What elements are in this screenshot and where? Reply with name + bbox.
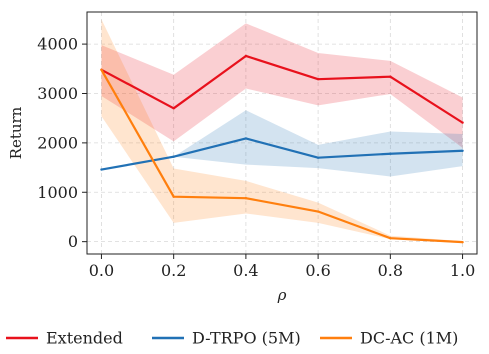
band-extended	[101, 23, 463, 148]
line-extended	[100, 54, 464, 124]
point-d-trpo-5m	[461, 149, 464, 152]
y-axis-label: Return	[7, 106, 25, 159]
point-dc-ac-1m	[244, 196, 248, 200]
point-extended	[316, 77, 320, 81]
legend: Extended D-TRPO (5M) DC-AC (1M)	[6, 329, 458, 348]
confidence-bands	[101, 19, 463, 244]
x-axis-ticks: 0.0 0.2 0.4 0.6 0.8 1.0	[89, 254, 475, 280]
legend-label-extended: Extended	[46, 329, 123, 348]
y-tick-label: 0	[68, 232, 78, 251]
y-tick-label: 3000	[37, 84, 78, 103]
x-axis-label: ρ	[277, 286, 287, 304]
x-tick-label: 0.4	[233, 261, 258, 280]
point-d-trpo-5m	[100, 168, 103, 171]
x-tick-label: 0.2	[161, 261, 186, 280]
point-d-trpo-5m	[389, 152, 392, 155]
point-dc-ac-1m	[389, 236, 392, 240]
band-dc-ac-1m	[101, 19, 463, 244]
legend-label-d-trpo-5m: D-TRPO (5M)	[192, 329, 301, 348]
y-tick-label: 2000	[37, 133, 78, 152]
point-d-trpo-5m	[244, 137, 248, 140]
grid	[87, 12, 477, 254]
plot-frame	[86, 11, 478, 255]
point-d-trpo-5m	[316, 156, 320, 159]
x-tick-label: 0.0	[89, 261, 114, 280]
y-tick-label: 1000	[37, 183, 78, 202]
point-extended	[389, 75, 392, 78]
line-dc-ac-1m	[100, 69, 463, 244]
point-dc-ac-1m	[461, 240, 464, 244]
line-d-trpo-5m	[101, 137, 463, 171]
x-tick-label: 0.6	[305, 261, 330, 280]
point-dc-ac-1m	[100, 68, 103, 71]
point-dc-ac-1m	[172, 195, 175, 198]
y-axis-ticks: 0 1000 2000 3000 4000	[37, 35, 87, 251]
y-tick-label: 4000	[37, 35, 78, 54]
legend-label-dc-ac-1m: DC-AC (1M)	[360, 329, 458, 348]
x-tick-label: 0.8	[378, 261, 403, 280]
point-extended	[461, 121, 464, 124]
point-dc-ac-1m	[316, 210, 320, 213]
x-tick-label: 1.0	[450, 261, 475, 280]
point-extended	[244, 54, 248, 58]
band-d-trpo-5m	[101, 110, 463, 177]
point-extended	[172, 107, 175, 110]
series-lines	[100, 54, 464, 244]
point-d-trpo-5m	[172, 155, 175, 158]
